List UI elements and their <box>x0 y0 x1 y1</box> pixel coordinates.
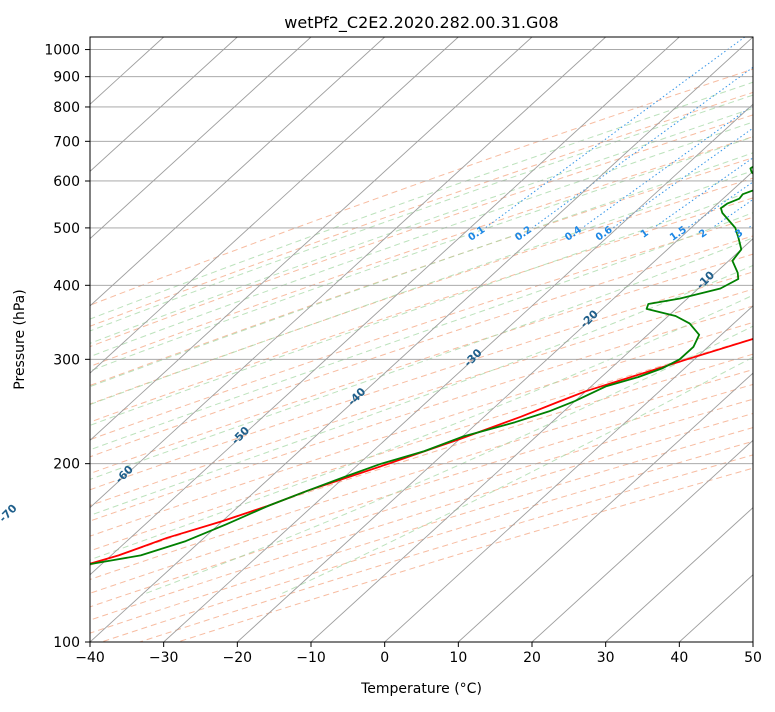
x-tick-label: 30 <box>597 650 615 666</box>
y-tick-label: 900 <box>53 70 80 86</box>
x-tick-label: 10 <box>449 650 467 666</box>
y-tick-label: 100 <box>53 635 80 651</box>
y-axis-label: Pressure (hPa) <box>12 289 28 389</box>
x-tick-label: −40 <box>75 650 105 666</box>
x-tick-label: −30 <box>149 650 179 666</box>
x-tick-label: 50 <box>744 650 762 666</box>
y-tick-label: 1000 <box>44 43 80 59</box>
y-tick-label: 400 <box>53 278 80 294</box>
y-tick-label: 300 <box>53 352 80 368</box>
x-axis-label: Temperature (°C) <box>360 681 482 697</box>
x-tick-label: 0 <box>380 650 389 666</box>
y-tick-label: 800 <box>53 100 80 116</box>
y-tick-label: 700 <box>53 134 80 150</box>
x-tick-label: 40 <box>670 650 688 666</box>
x-tick-label: −10 <box>296 650 326 666</box>
y-tick-label: 500 <box>53 221 80 237</box>
x-tick-label: 20 <box>523 650 541 666</box>
y-tick-label: 200 <box>53 457 80 473</box>
chart-title: wetPf2_C2E2.2020.282.00.31.G08 <box>284 13 558 33</box>
x-tick-label: −20 <box>223 650 253 666</box>
y-tick-label: 600 <box>53 174 80 190</box>
